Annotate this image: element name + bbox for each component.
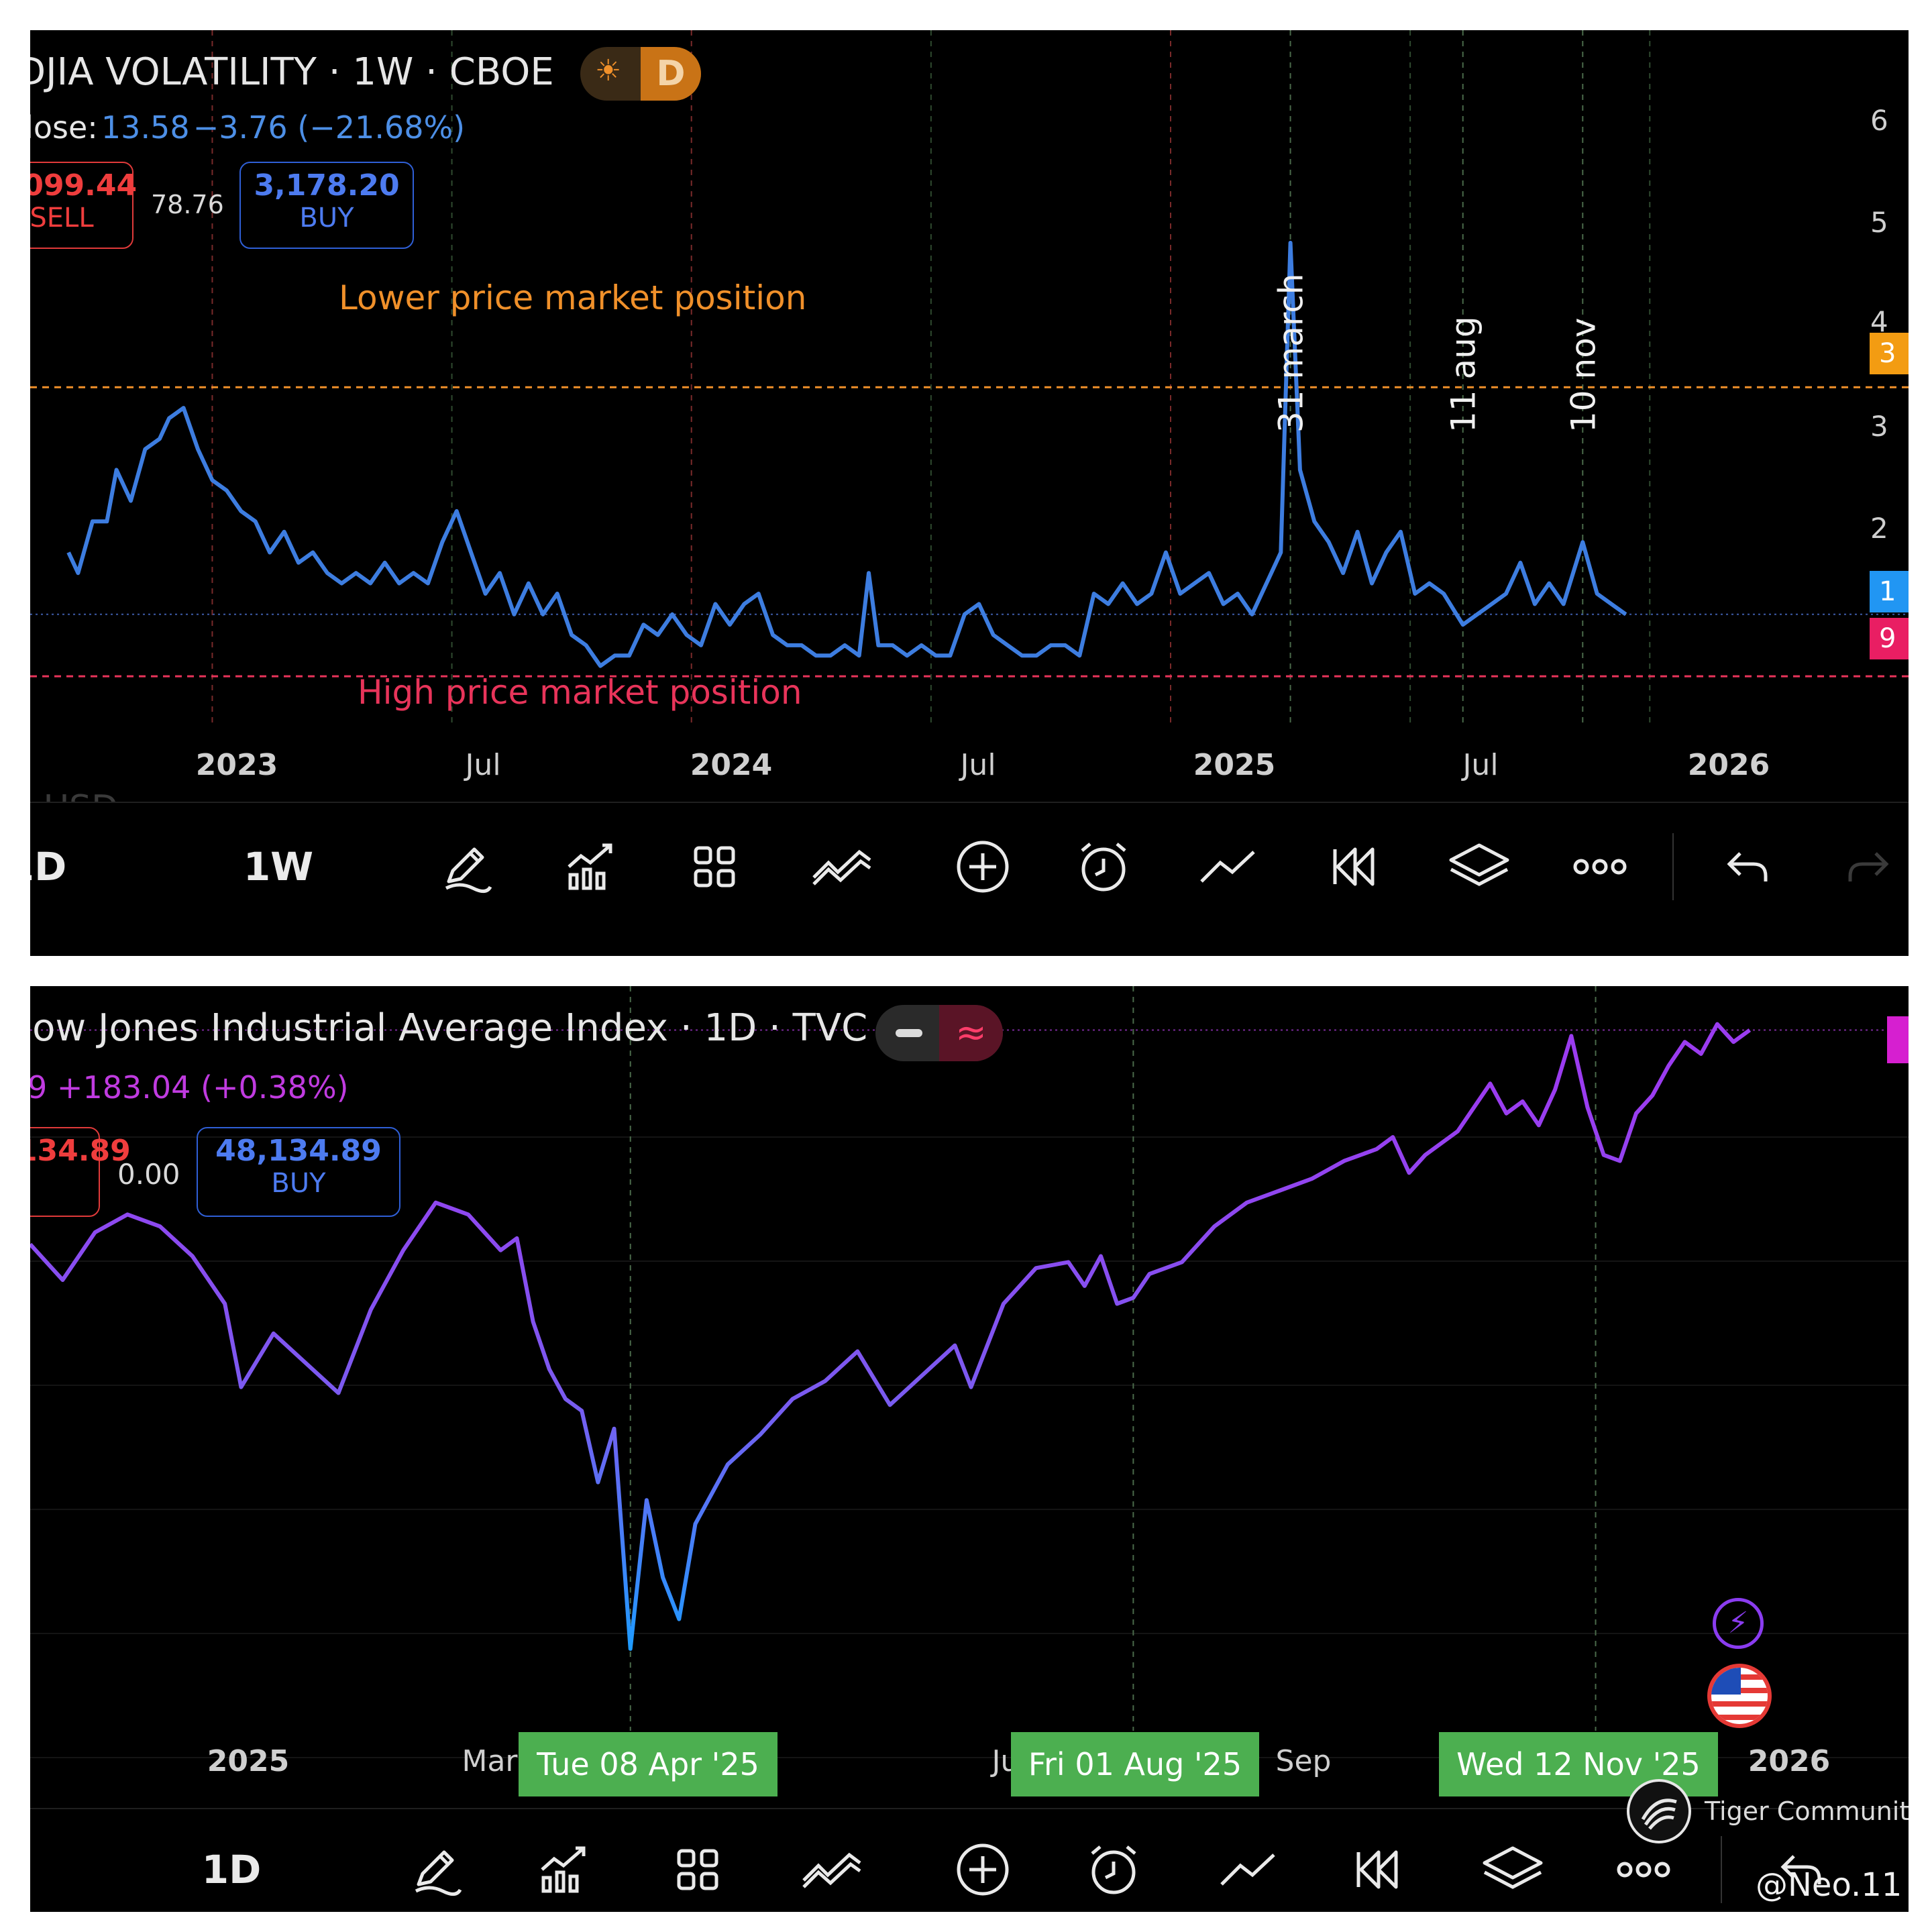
- date-pill-aug: Fri 01 Aug '25: [1011, 1732, 1259, 1796]
- spread-value: 0.00: [117, 1158, 180, 1191]
- dow-jones-chart-panel: Dow Jones Industrial Average Index · 1D …: [30, 986, 1909, 1912]
- undo-icon[interactable]: [1721, 833, 1774, 900]
- spread-value: 78.76: [151, 190, 224, 219]
- watermark-handle: @Neo.11: [1756, 1866, 1902, 1904]
- x-tick: Jul: [465, 748, 501, 782]
- y-tick: 6: [1870, 104, 1888, 137]
- redo-icon[interactable]: [1841, 833, 1895, 900]
- more-icon[interactable]: [1566, 833, 1633, 900]
- sell-price: 48,134.89: [30, 1134, 131, 1168]
- sell-label: SELL: [30, 203, 94, 233]
- approx-icon: ≈: [939, 1005, 1003, 1061]
- interval-button[interactable]: 1W: [243, 844, 314, 890]
- x-tick: Jul: [1462, 748, 1499, 782]
- price-summary: 9 +183.04 (+0.38%): [30, 1069, 349, 1106]
- event-label: 10 nov: [1564, 318, 1603, 433]
- chart-title: DJIA VOLATILITY · 1W · CBOE: [30, 50, 554, 94]
- undo-icon[interactable]: [1774, 1836, 1828, 1903]
- interval-button[interactable]: 1D: [201, 1847, 262, 1892]
- toolbar-divider: [1672, 833, 1674, 900]
- us-flag-icon[interactable]: [1707, 1664, 1772, 1728]
- draw-icon[interactable]: [402, 1836, 470, 1903]
- tiger-logo-icon: [1627, 1779, 1691, 1843]
- top-toolbar: 1D 1W: [30, 802, 1909, 930]
- minus-icon: [896, 1029, 922, 1037]
- volatility-chart-panel: 31 march 11 aug 10 nov DJIA VOLATILITY · 1…: [30, 30, 1909, 956]
- y-tick: 2: [1870, 512, 1888, 545]
- buy-price: 3,178.20: [254, 168, 400, 203]
- y-tick: 5: [1870, 206, 1888, 239]
- y-tick: 4: [1870, 305, 1888, 338]
- layout-grid-icon[interactable]: [681, 833, 748, 900]
- compare-icon[interactable]: [792, 1836, 872, 1903]
- indicators-icon[interactable]: [530, 1836, 597, 1903]
- alarm-icon[interactable]: [1080, 1836, 1147, 1903]
- dow-jones-chart-svg: [30, 986, 1909, 1758]
- interval-prev[interactable]: 1D: [30, 844, 67, 890]
- x-tick: 2024: [690, 748, 773, 782]
- toolbar-divider: [1721, 1836, 1722, 1903]
- volatility-chart-svg: 31 march 11 aug 10 nov: [30, 30, 1909, 728]
- buy-label: BUY: [299, 203, 354, 233]
- alarm-icon[interactable]: [1070, 833, 1137, 900]
- draw-icon[interactable]: [433, 833, 500, 900]
- buy-price: 48,134.89: [215, 1134, 382, 1168]
- x-tick: Sep: [1275, 1744, 1332, 1778]
- lightning-icon[interactable]: ⚡: [1713, 1598, 1764, 1649]
- compare-icon[interactable]: [802, 833, 882, 900]
- volatility-series-line: [66, 240, 1627, 668]
- indicators-icon[interactable]: [557, 833, 624, 900]
- price-tag-magenta: [1887, 1016, 1909, 1063]
- layers-icon[interactable]: [1439, 833, 1519, 900]
- replay-icon[interactable]: [1345, 1836, 1412, 1903]
- more-icon[interactable]: [1610, 1836, 1677, 1903]
- x-tick: 2026: [1748, 1744, 1831, 1778]
- price-summary: Close: 13.58 −3.76 (−21.68%): [30, 109, 465, 146]
- dow-jones-series-line: [30, 1022, 1752, 1651]
- session-badge[interactable]: ☀ D: [580, 47, 701, 101]
- buy-button[interactable]: 48,134.89 BUY: [197, 1127, 400, 1217]
- status-badge[interactable]: ≈: [875, 1005, 1003, 1061]
- buy-button[interactable]: 3,178.20 BUY: [239, 162, 414, 249]
- line-chart-icon[interactable]: [1191, 833, 1265, 900]
- price-tag-pink: 9: [1870, 618, 1909, 659]
- change-prefix: 9: [30, 1069, 48, 1106]
- buy-label: BUY: [271, 1168, 326, 1199]
- x-tick: 2026: [1687, 748, 1770, 782]
- x-tick: 2023: [195, 748, 278, 782]
- delayed-badge: D: [641, 47, 701, 101]
- price-tag-blue: 1: [1870, 571, 1909, 612]
- add-icon[interactable]: [949, 833, 1016, 900]
- sell-button[interactable]: 48,134.89: [30, 1127, 131, 1217]
- sell-price: 3,099.44: [30, 168, 138, 203]
- y-tick: 3: [1870, 410, 1888, 443]
- x-tick: Jul: [960, 748, 996, 782]
- lower-annotation: High price market position: [358, 673, 802, 712]
- event-label: 11 aug: [1444, 316, 1483, 433]
- x-tick: 2025: [207, 1744, 290, 1778]
- change-value: +183.04 (+0.38%): [56, 1069, 349, 1106]
- sun-icon: ☀: [595, 54, 622, 88]
- layers-icon[interactable]: [1472, 1836, 1553, 1903]
- watermark-community: Tiger Community: [1705, 1796, 1909, 1826]
- x-tick: Mar: [462, 1744, 518, 1778]
- chart-title: Dow Jones Industrial Average Index · 1D …: [30, 1006, 868, 1050]
- close-label: Close:: [30, 109, 98, 146]
- bottom-toolbar: 1D: [30, 1808, 1909, 1912]
- event-label: 31 march: [1272, 274, 1311, 433]
- x-tick: 2025: [1193, 748, 1276, 782]
- upper-annotation: Lower price market position: [339, 278, 807, 317]
- price-tag-orange: 3: [1870, 333, 1909, 374]
- line-chart-icon[interactable]: [1211, 1836, 1285, 1903]
- close-value: 13.58: [101, 109, 190, 146]
- date-pill-apr: Tue 08 Apr '25: [519, 1732, 777, 1796]
- layout-grid-icon[interactable]: [664, 1836, 731, 1903]
- close-change: −3.76 (−21.68%): [193, 109, 466, 146]
- add-icon[interactable]: [949, 1836, 1016, 1903]
- replay-icon[interactable]: [1322, 833, 1389, 900]
- sell-button[interactable]: 3,099.44 SELL: [30, 162, 138, 249]
